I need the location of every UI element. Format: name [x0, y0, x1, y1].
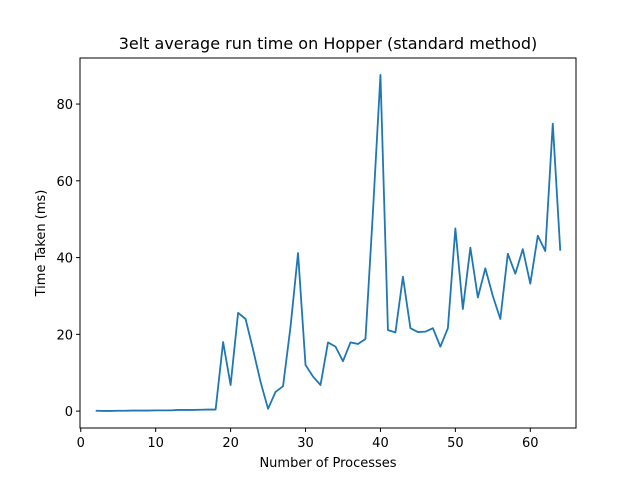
plot-area: 0 10 20 30 40 50 60 0 20 40 60 80: [56, 73, 562, 451]
y-tick-label: 0: [65, 405, 73, 420]
x-axis-label: Number of Processes: [259, 456, 396, 471]
x-tick-label: 0: [77, 436, 85, 451]
x-tick-label: 40: [372, 436, 389, 451]
y-tick-label: 20: [56, 328, 73, 343]
axes-frame: [79, 57, 577, 429]
y-tick-label: 60: [56, 175, 73, 190]
series-line-0: [95, 73, 562, 412]
x-tick-label: 10: [147, 436, 164, 451]
x-tick-label: 20: [222, 436, 239, 451]
y-axis-label: Time Taken (ms): [34, 190, 49, 298]
y-tick-label: 80: [56, 98, 73, 113]
x-tick-label: 30: [297, 436, 314, 451]
y-tick-label: 40: [56, 252, 73, 267]
x-tick-label: 50: [447, 436, 464, 451]
chart-title: 3elt average run time on Hopper (standar…: [119, 34, 538, 53]
x-tick-label: 60: [522, 436, 539, 451]
